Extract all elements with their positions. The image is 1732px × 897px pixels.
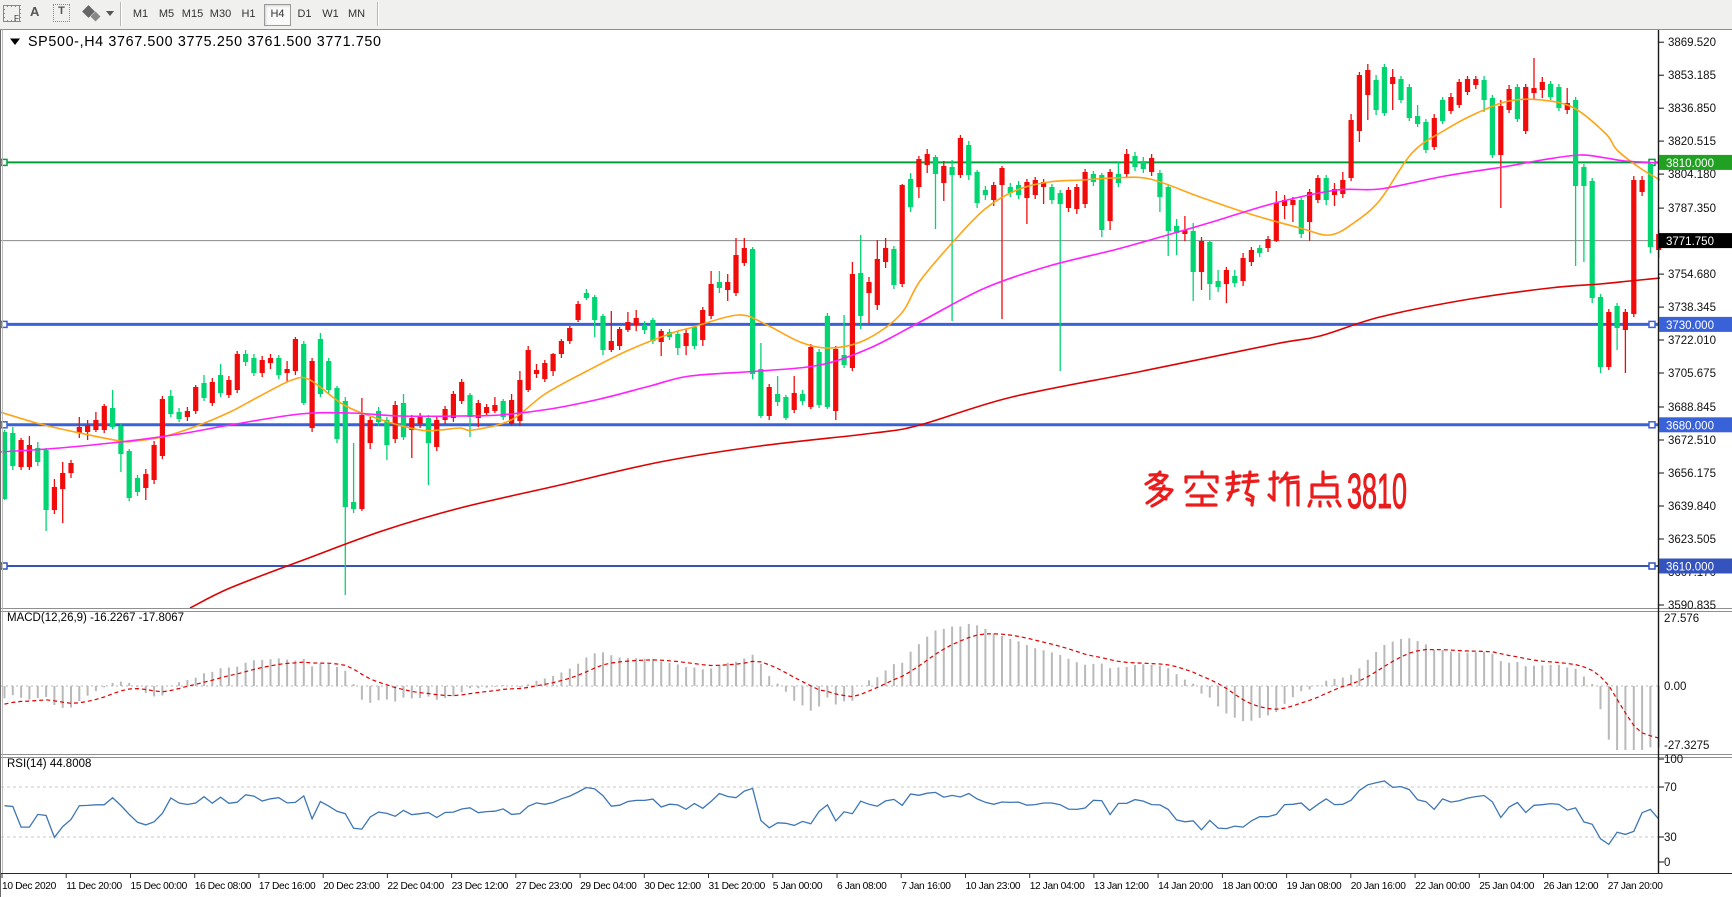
svg-text:17 Dec 16:00: 17 Dec 16:00 [259, 881, 316, 892]
svg-text:27 Jan 20:00: 27 Jan 20:00 [1608, 881, 1663, 892]
svg-text:3836.850: 3836.850 [1668, 103, 1716, 115]
svg-text:3804.180: 3804.180 [1668, 169, 1716, 181]
svg-text:10 Dec 2020: 10 Dec 2020 [2, 881, 57, 892]
svg-text:3771.750: 3771.750 [1666, 236, 1714, 248]
svg-text:RSI(14) 44.8008: RSI(14) 44.8008 [7, 758, 91, 770]
svg-text:3810.000: 3810.000 [1666, 158, 1714, 170]
svg-text:3610.000: 3610.000 [1666, 562, 1714, 574]
svg-text:3738.345: 3738.345 [1668, 302, 1716, 314]
svg-text:23 Dec 12:00: 23 Dec 12:00 [452, 881, 509, 892]
svg-text:MACD(12,26,9) -16.2267 -17.806: MACD(12,26,9) -16.2267 -17.8067 [7, 612, 184, 624]
svg-text:3590.835: 3590.835 [1668, 600, 1716, 612]
svg-text:5 Jan 00:00: 5 Jan 00:00 [773, 881, 823, 892]
svg-text:31 Dec 20:00: 31 Dec 20:00 [709, 881, 766, 892]
svg-text:3688.845: 3688.845 [1668, 402, 1716, 414]
svg-text:12 Jan 04:00: 12 Jan 04:00 [1030, 881, 1085, 892]
svg-text:3656.175: 3656.175 [1668, 468, 1716, 480]
svg-text:3639.840: 3639.840 [1668, 501, 1716, 513]
svg-text:6 Jan 08:00: 6 Jan 08:00 [837, 881, 887, 892]
svg-text:26 Jan 12:00: 26 Jan 12:00 [1544, 881, 1599, 892]
svg-text:3730.000: 3730.000 [1666, 320, 1714, 332]
svg-text:18 Jan 00:00: 18 Jan 00:00 [1222, 881, 1277, 892]
svg-text:30 Dec 12:00: 30 Dec 12:00 [644, 881, 701, 892]
svg-text:16 Dec 08:00: 16 Dec 08:00 [195, 881, 252, 892]
svg-text:3820.515: 3820.515 [1668, 136, 1716, 148]
svg-text:20 Jan 16:00: 20 Jan 16:00 [1351, 881, 1406, 892]
svg-text:-27.3275: -27.3275 [1664, 740, 1709, 752]
svg-text:15 Dec 00:00: 15 Dec 00:00 [131, 881, 188, 892]
svg-text:3623.505: 3623.505 [1668, 534, 1716, 546]
svg-text:25 Jan 04:00: 25 Jan 04:00 [1479, 881, 1534, 892]
svg-text:7 Jan 16:00: 7 Jan 16:00 [901, 881, 951, 892]
svg-text:3722.010: 3722.010 [1668, 335, 1716, 347]
svg-text:19 Jan 08:00: 19 Jan 08:00 [1287, 881, 1342, 892]
svg-text:27 Dec 23:00: 27 Dec 23:00 [516, 881, 573, 892]
svg-text:13 Jan 12:00: 13 Jan 12:00 [1094, 881, 1149, 892]
svg-text:22 Dec 04:00: 22 Dec 04:00 [387, 881, 444, 892]
svg-text:70: 70 [1664, 782, 1677, 794]
svg-text:30: 30 [1664, 832, 1677, 844]
svg-text:3754.680: 3754.680 [1668, 269, 1716, 281]
svg-text:3787.350: 3787.350 [1668, 203, 1716, 215]
svg-text:0.00: 0.00 [1664, 681, 1686, 693]
svg-text:3672.510: 3672.510 [1668, 435, 1716, 447]
svg-text:3853.185: 3853.185 [1668, 70, 1716, 82]
svg-text:10 Jan 23:00: 10 Jan 23:00 [966, 881, 1021, 892]
svg-text:0: 0 [1664, 857, 1670, 869]
svg-text:14 Jan 20:00: 14 Jan 20:00 [1158, 881, 1213, 892]
svg-text:22 Jan 00:00: 22 Jan 00:00 [1415, 881, 1470, 892]
svg-text:20 Dec 23:00: 20 Dec 23:00 [323, 881, 380, 892]
svg-text:SP500-,H4 3767.500 3775.250 3: SP500-,H4 3767.500 3775.250 3761.500 377… [28, 34, 382, 50]
svg-text:3810: 3810 [1347, 465, 1407, 519]
svg-text:11 Dec 20:00: 11 Dec 20:00 [66, 881, 122, 892]
svg-text:3680.000: 3680.000 [1666, 420, 1714, 432]
svg-text:3705.675: 3705.675 [1668, 368, 1716, 380]
svg-text:3869.520: 3869.520 [1668, 37, 1716, 49]
svg-text:29 Dec 04:00: 29 Dec 04:00 [580, 881, 637, 892]
svg-text:100: 100 [1664, 754, 1683, 766]
svg-text:27.576: 27.576 [1664, 613, 1699, 625]
